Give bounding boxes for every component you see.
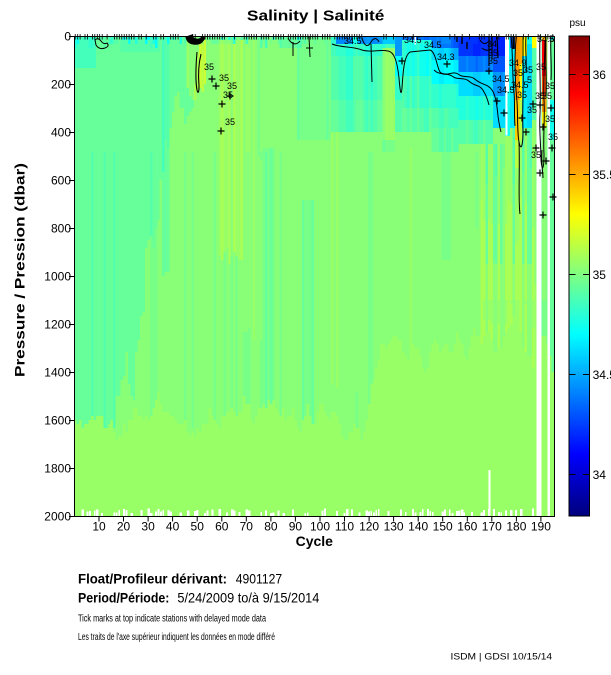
svg-text:10: 10 — [92, 520, 106, 534]
svg-text:35: 35 — [513, 68, 523, 78]
svg-text:34: 34 — [593, 468, 607, 482]
svg-text:35: 35 — [204, 62, 214, 72]
svg-text:35: 35 — [517, 90, 527, 100]
svg-text:600: 600 — [51, 174, 71, 188]
svg-text:80: 80 — [264, 520, 278, 534]
svg-text:60: 60 — [215, 520, 229, 534]
svg-text:170: 170 — [482, 520, 502, 534]
svg-text:50: 50 — [191, 520, 205, 534]
svg-text:140: 140 — [408, 520, 428, 534]
svg-text:400: 400 — [51, 126, 71, 140]
svg-text:35: 35 — [523, 65, 533, 75]
svg-text:ISDM | GDSI 10/15/14: ISDM | GDSI 10/15/14 — [451, 652, 553, 663]
svg-text:34.9: 34.9 — [509, 58, 527, 68]
svg-text:1400: 1400 — [44, 366, 71, 380]
svg-text:Tick marks at top indicate sta: Tick marks at top indicate stations with… — [78, 614, 266, 625]
svg-text:110: 110 — [335, 520, 354, 534]
svg-text:35: 35 — [545, 81, 555, 91]
svg-text:35: 35 — [545, 114, 555, 124]
svg-text:120: 120 — [359, 520, 379, 534]
svg-text:Period/Période:: Period/Période: — [78, 590, 169, 606]
svg-text:1000: 1000 — [44, 270, 71, 284]
svg-text:5: 5 — [527, 75, 532, 85]
svg-text:35: 35 — [223, 90, 233, 100]
svg-text:180: 180 — [506, 520, 526, 534]
svg-text:34.3: 34.3 — [437, 52, 455, 62]
svg-text:35: 35 — [219, 73, 229, 83]
svg-text:2000: 2000 — [44, 510, 71, 524]
svg-text:35: 35 — [536, 62, 546, 72]
svg-text:35: 35 — [542, 91, 552, 101]
svg-text:35: 35 — [593, 268, 607, 282]
svg-text:34.5: 34.5 — [344, 36, 362, 46]
svg-text:35: 35 — [225, 117, 235, 127]
svg-text:35: 35 — [488, 48, 498, 58]
svg-text:35: 35 — [548, 132, 558, 142]
svg-text:200: 200 — [51, 78, 71, 92]
svg-text:34.5: 34.5 — [593, 368, 611, 382]
svg-text:90: 90 — [289, 520, 303, 534]
svg-text:1800: 1800 — [44, 462, 71, 476]
svg-text:4901127: 4901127 — [236, 571, 283, 587]
svg-text:40: 40 — [166, 520, 180, 534]
svg-text:35: 35 — [527, 105, 537, 115]
svg-text:Cycle: Cycle — [296, 533, 334, 549]
svg-text:30: 30 — [141, 520, 155, 534]
svg-text:34.5: 34.5 — [537, 34, 555, 44]
svg-text:100: 100 — [310, 520, 330, 534]
svg-text:Float/Profileur dérivant:: Float/Profileur dérivant: — [78, 571, 227, 587]
svg-text:35.5: 35.5 — [593, 168, 611, 182]
svg-text:34: 34 — [487, 39, 497, 49]
svg-text:Pressure / Pression (dbar): Pressure / Pression (dbar) — [12, 163, 28, 377]
svg-text:130: 130 — [384, 520, 404, 534]
svg-text:190: 190 — [531, 520, 551, 534]
svg-text:psu: psu — [570, 18, 586, 29]
svg-text:5: 5 — [549, 34, 554, 44]
svg-text:Les traits de l'axe supérieur: Les traits de l'axe supérieur indiquent … — [78, 632, 275, 643]
svg-text:160: 160 — [457, 520, 477, 534]
svg-text:1600: 1600 — [44, 414, 71, 428]
svg-text:34.5: 34.5 — [511, 80, 529, 90]
svg-text:36: 36 — [593, 68, 607, 82]
svg-text:150: 150 — [433, 520, 453, 534]
svg-text:70: 70 — [240, 520, 254, 534]
svg-text:20: 20 — [117, 520, 131, 534]
svg-text:34.5: 34.5 — [497, 85, 515, 95]
svg-text:34.5: 34.5 — [424, 40, 442, 50]
svg-text:1200: 1200 — [44, 318, 71, 332]
svg-text:34.5: 34.5 — [492, 74, 510, 84]
svg-text:35: 35 — [488, 56, 498, 66]
svg-text:35: 35 — [227, 81, 237, 91]
svg-text:Salinity | Salinité: Salinity | Salinité — [247, 8, 385, 25]
svg-text:5/24/2009 to/à 9/15/2014: 5/24/2009 to/à 9/15/2014 — [177, 590, 319, 606]
svg-text:34.5: 34.5 — [404, 35, 422, 45]
svg-text:35: 35 — [535, 91, 545, 101]
svg-text:800: 800 — [51, 222, 71, 236]
svg-text:35: 35 — [531, 150, 541, 160]
svg-text:0: 0 — [64, 30, 71, 44]
